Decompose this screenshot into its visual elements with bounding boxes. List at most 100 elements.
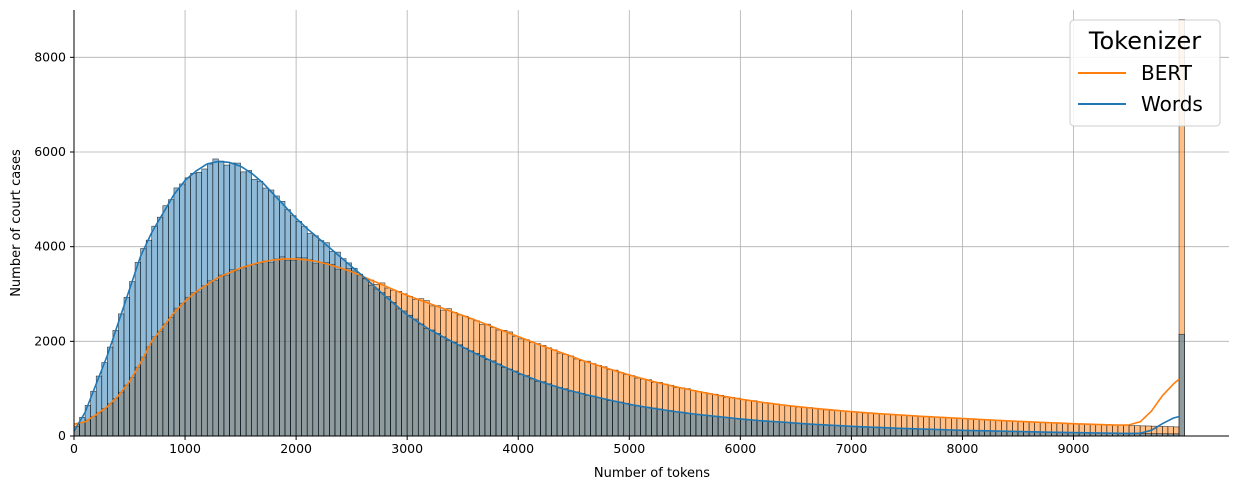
hist-bar-words bbox=[362, 278, 369, 437]
hist-bar-words bbox=[662, 409, 669, 437]
hist-bar-words bbox=[862, 426, 869, 437]
hist-bar-words bbox=[340, 258, 347, 437]
x-tick-label: 0 bbox=[70, 441, 78, 456]
hist-bar-words bbox=[484, 359, 491, 437]
hist-bar-words bbox=[701, 414, 708, 437]
hist-bar-words bbox=[229, 162, 236, 437]
y-tick-label: 8000 bbox=[34, 49, 66, 64]
hist-bar-words bbox=[268, 189, 275, 437]
hist-bar-words bbox=[384, 296, 391, 437]
hist-bar-words bbox=[473, 352, 480, 437]
hist-bar-words bbox=[429, 329, 436, 437]
hist-bar-words bbox=[951, 429, 958, 437]
hist-bar-words bbox=[112, 330, 119, 437]
hist-bar-words bbox=[912, 428, 919, 437]
hist-bar-words bbox=[462, 347, 469, 437]
hist-bar-words bbox=[412, 318, 419, 437]
hist-bar-words bbox=[329, 251, 336, 437]
hist-bar-words bbox=[95, 375, 103, 437]
hist-bar-words bbox=[379, 292, 386, 437]
hist-bar-words bbox=[867, 426, 874, 437]
hist-bar-words bbox=[906, 428, 913, 437]
hist-bar-words bbox=[773, 421, 780, 437]
x-tick-label: 2000 bbox=[280, 441, 312, 456]
hist-bar-words bbox=[595, 397, 602, 437]
hist-bar-words bbox=[240, 171, 247, 437]
hist-bar-words bbox=[323, 242, 330, 437]
hist-bar-words bbox=[723, 417, 730, 437]
hist-bar-words bbox=[934, 429, 941, 437]
hist-bar-words bbox=[318, 240, 325, 437]
hist-bar-words bbox=[756, 420, 763, 437]
hist-bar-words bbox=[884, 427, 891, 437]
hist-bar-words bbox=[290, 215, 297, 437]
hist-bar-words bbox=[634, 405, 641, 437]
hist-bar-words bbox=[501, 367, 508, 437]
hist-bar-words bbox=[301, 226, 308, 437]
hist-bar-words bbox=[345, 262, 352, 437]
hist-bar-words bbox=[312, 235, 319, 437]
tick-labels: 0 1000 2000 3000 4000 5000 6000 7000 8000 9000 0 20… bbox=[34, 49, 1089, 456]
hist-bar-words bbox=[717, 416, 724, 437]
hist-bar-words bbox=[762, 420, 769, 437]
hist-bar-words bbox=[590, 395, 597, 437]
hist-bar-words bbox=[279, 201, 286, 437]
hist-bar-words bbox=[706, 415, 713, 437]
hist-bar-words bbox=[889, 427, 897, 437]
x-tick-label: 7000 bbox=[835, 441, 867, 456]
hist-bar-words bbox=[839, 425, 847, 437]
hist-bar-words bbox=[223, 164, 230, 437]
hist-bar-words bbox=[373, 288, 380, 437]
overflow-bar-words bbox=[1178, 333, 1185, 437]
hist-bar-words bbox=[390, 302, 397, 437]
hist-bar-words bbox=[617, 401, 625, 437]
hist-bar-words bbox=[628, 404, 636, 437]
hist-bar-words bbox=[129, 281, 136, 437]
kde-line-bert bbox=[73, 258, 1180, 426]
hist-bar-words bbox=[640, 406, 647, 437]
hist-bar-words bbox=[734, 418, 741, 437]
hist-bar-words bbox=[540, 381, 547, 437]
hist-bar-words bbox=[751, 419, 758, 437]
hist-bar-words bbox=[678, 411, 686, 437]
y-tick-label: 0 bbox=[58, 428, 66, 443]
x-tick-label: 5000 bbox=[613, 441, 645, 456]
hist-bar-words bbox=[107, 346, 114, 437]
hist-bar-words bbox=[673, 411, 680, 437]
hist-bar-words bbox=[851, 426, 858, 437]
hist-bar-words bbox=[201, 168, 208, 437]
hist-bar-words bbox=[123, 296, 130, 437]
y-tick-label: 6000 bbox=[34, 144, 66, 159]
hist-bar-words bbox=[456, 344, 464, 437]
hist-bar-words bbox=[601, 398, 608, 437]
hist-bar-words bbox=[623, 402, 630, 437]
hist-bar-words bbox=[334, 251, 341, 437]
hist-bar-words bbox=[556, 387, 563, 437]
hist-bar-words bbox=[140, 248, 147, 437]
x-tick-label: 8000 bbox=[947, 441, 979, 456]
hist-bar-words bbox=[395, 308, 402, 437]
hist-bar-words bbox=[612, 401, 619, 437]
hist-bar-words bbox=[923, 428, 930, 437]
hist-bar-words bbox=[945, 429, 952, 437]
hist-bar-words bbox=[256, 180, 264, 437]
hist-bar-words bbox=[895, 427, 902, 437]
hist-bar-words bbox=[573, 391, 580, 437]
hist-bar-words bbox=[206, 163, 214, 437]
hist-bar-words bbox=[440, 336, 447, 437]
y-tick-label: 2000 bbox=[34, 333, 66, 348]
hist-bar-words bbox=[118, 313, 125, 437]
hist-bar-words bbox=[262, 187, 269, 437]
hist-bar-words bbox=[579, 392, 586, 437]
kde-line-words bbox=[73, 160, 1180, 435]
hist-bar-words bbox=[551, 385, 558, 437]
hist-bar-words bbox=[195, 172, 203, 437]
hist-bar-words bbox=[479, 355, 486, 437]
hist-bar-words bbox=[695, 414, 702, 437]
hist-bar-words bbox=[417, 323, 425, 437]
hist-bar-words bbox=[523, 375, 530, 437]
hist-bar-words bbox=[534, 380, 541, 437]
hist-bar-words bbox=[778, 421, 786, 437]
